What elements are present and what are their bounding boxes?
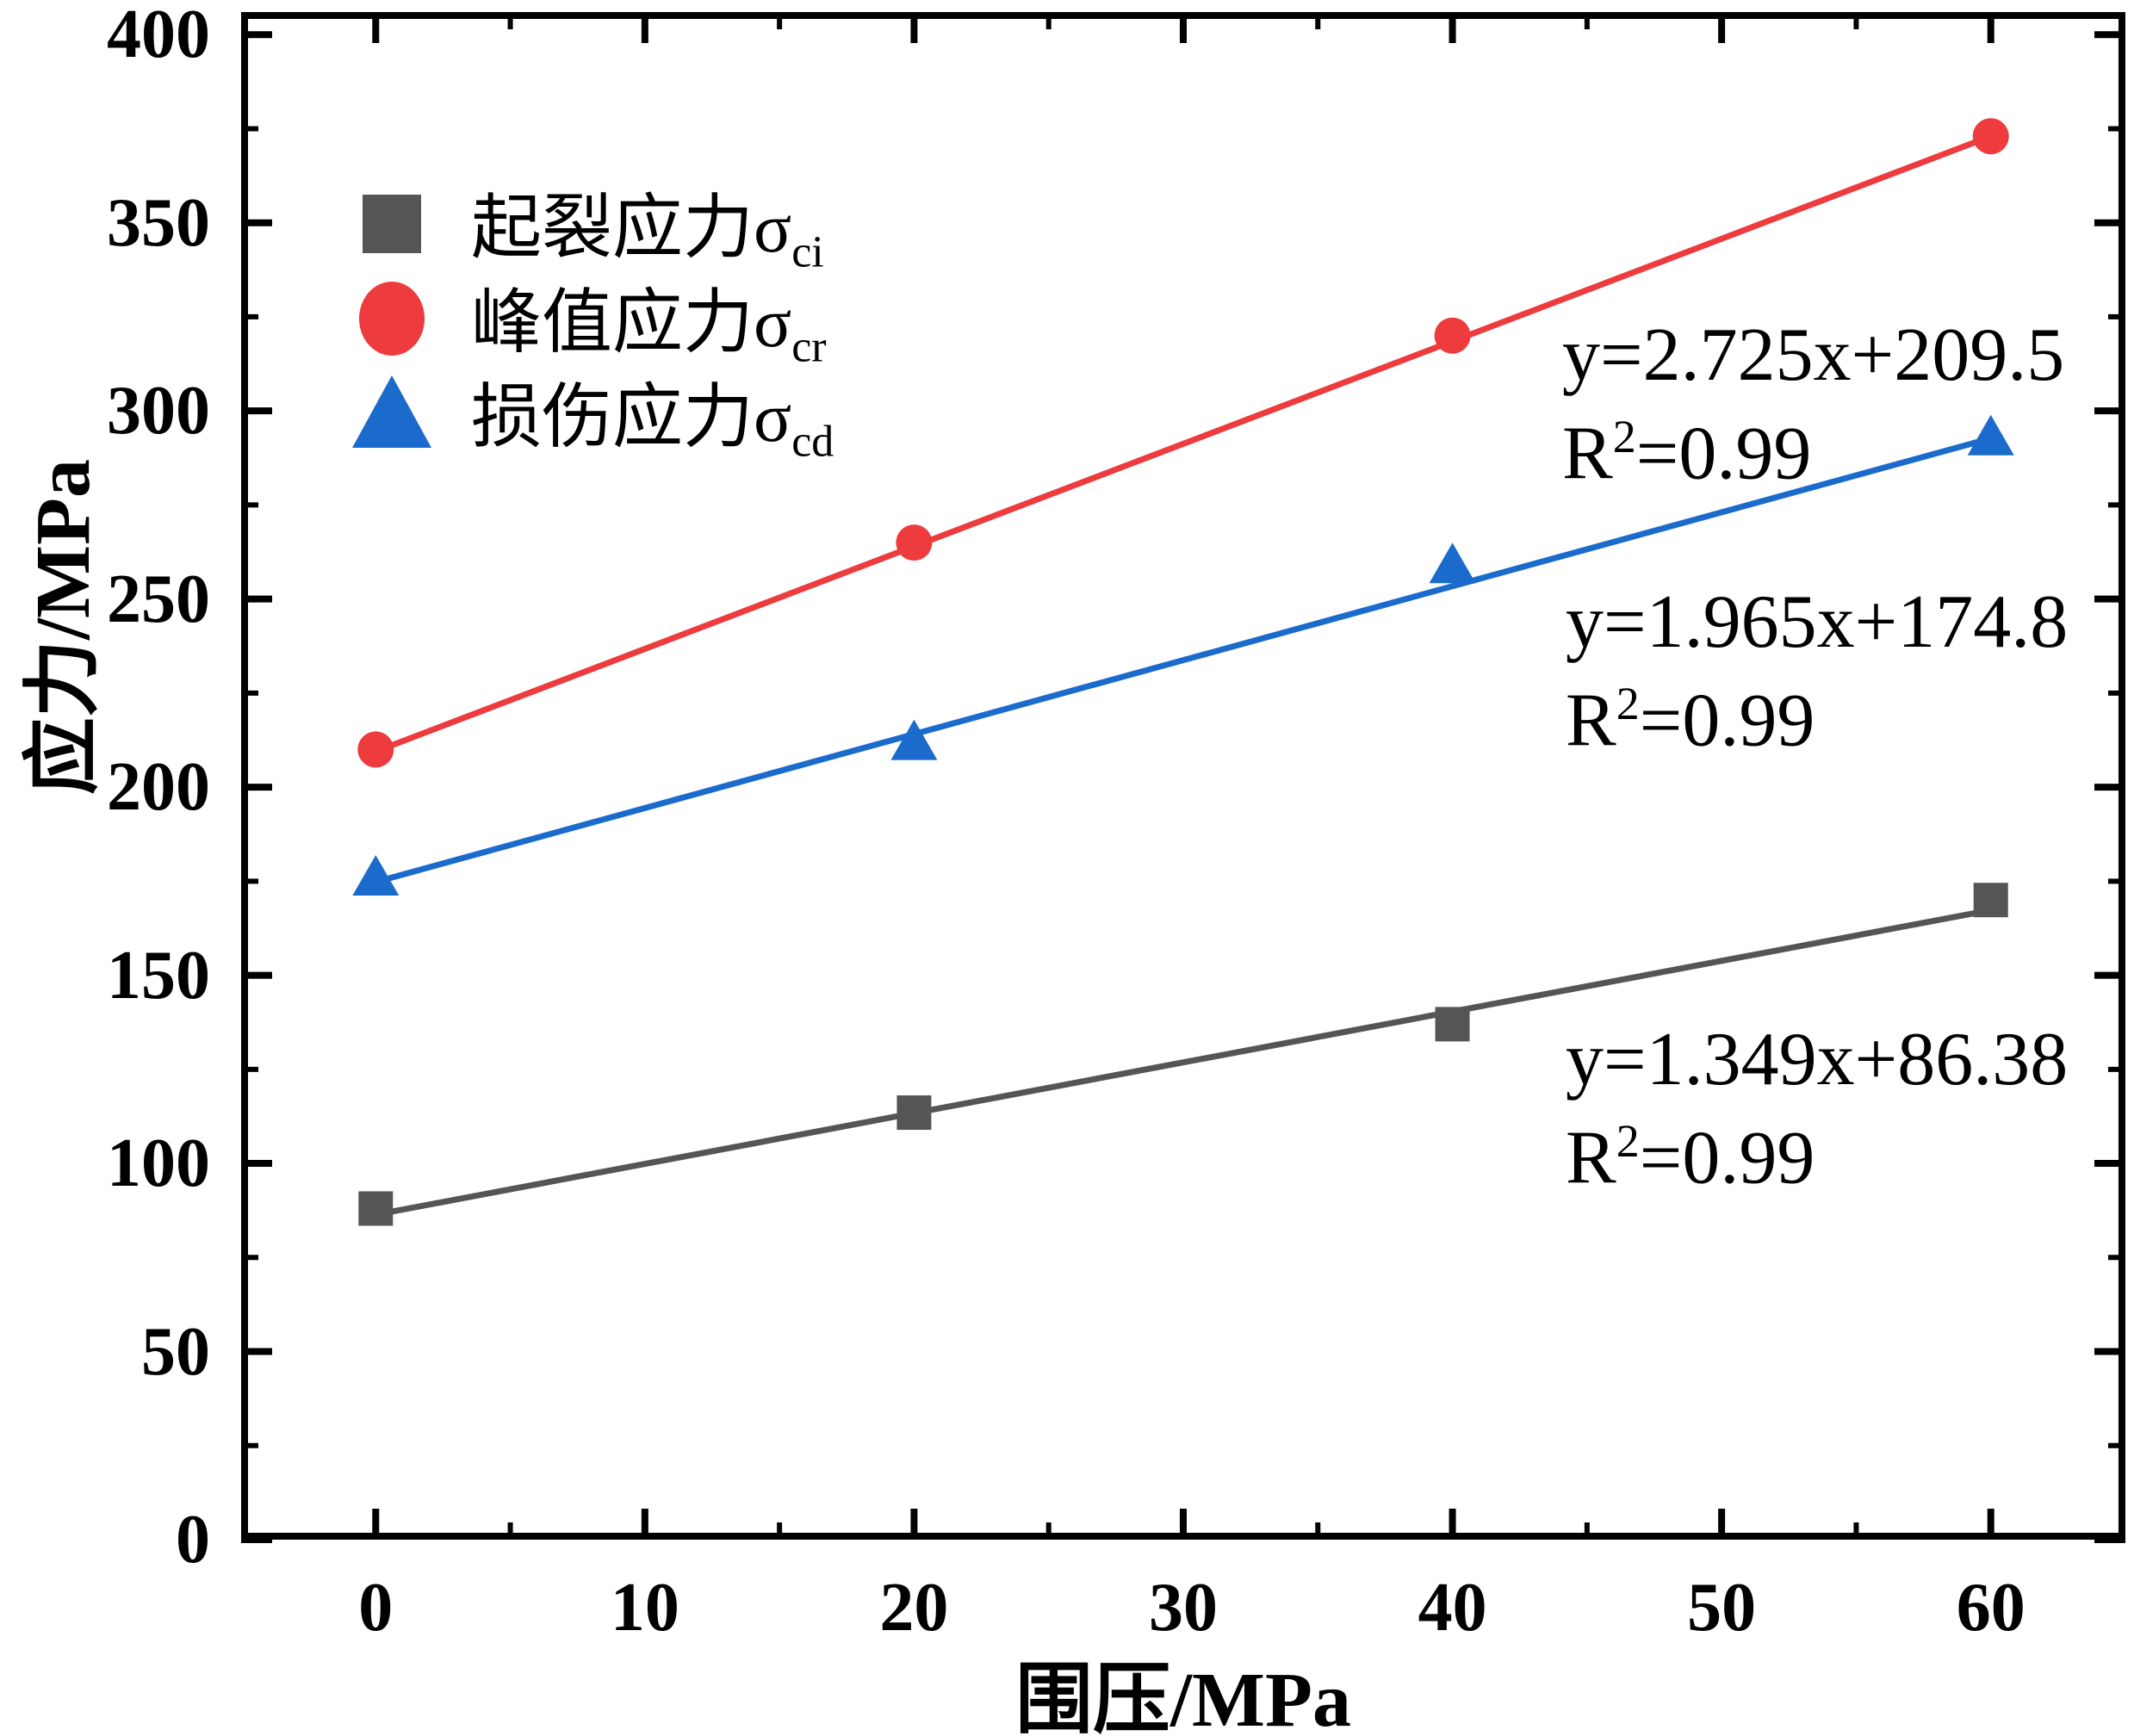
fit-r-squared-line: R2=0.99 xyxy=(1562,396,2064,494)
fit-equation-line: y=1.349x+86.38 xyxy=(1566,1018,2069,1101)
r-exponent: 2 xyxy=(1616,678,1640,729)
y-tick-label: 350 xyxy=(107,184,210,261)
triangle-marker-icon xyxy=(352,375,431,448)
r-squared-value: =0.99 xyxy=(1639,679,1815,763)
legend-item-peak-stress: 峰值应力σcr xyxy=(349,264,827,372)
y-tick-label: 300 xyxy=(107,373,210,450)
fit-line-square xyxy=(375,907,1992,1218)
fit-equation-initiation-stress: y=1.349x+86.38 R2=0.99 xyxy=(1566,1020,2068,1199)
data-point-circle xyxy=(357,731,394,768)
r-symbol: R xyxy=(1566,679,1616,763)
y-tick-label: 100 xyxy=(107,1125,210,1202)
x-tick-label: 40 xyxy=(1417,1570,1487,1646)
legend-label-subscript: ci xyxy=(791,227,824,277)
legend-label-text: 起裂应力σ xyxy=(471,189,792,267)
data-point-circle xyxy=(896,524,933,561)
y-tick-label: 200 xyxy=(107,749,210,826)
y-tick-label: 0 xyxy=(176,1502,210,1578)
triangle-glyph xyxy=(352,375,431,448)
fit-equation-damage-stress: y=1.965x+174.8 R2=0.99 xyxy=(1566,582,2068,761)
legend-label: 起裂应力σci xyxy=(471,170,824,277)
r-squared-value: =0.99 xyxy=(1635,412,1812,496)
circle-glyph xyxy=(359,281,425,356)
square-glyph xyxy=(363,194,421,253)
x-tick-label: 30 xyxy=(1149,1570,1218,1646)
legend-label-text: 损伤应力σ xyxy=(471,378,792,456)
fit-equation-line: y=2.725x+209.5 xyxy=(1562,313,2065,397)
data-point-square xyxy=(1973,883,2008,918)
r-exponent: 2 xyxy=(1616,1115,1640,1167)
y-tick-label: 250 xyxy=(107,561,210,637)
x-tick-label: 20 xyxy=(879,1570,949,1646)
legend-label: 损伤应力σcd xyxy=(471,359,834,467)
data-point-square xyxy=(358,1191,394,1226)
circle-marker-icon xyxy=(359,281,425,356)
r-symbol: R xyxy=(1566,1116,1616,1200)
fit-equation-line: y=1.965x+174.8 xyxy=(1566,580,2069,664)
y-tick-label: 50 xyxy=(141,1313,210,1390)
fit-line-circle xyxy=(375,133,1992,754)
legend-label-text: 峰值应力σ xyxy=(471,283,792,362)
x-tick-label: 60 xyxy=(1956,1570,2025,1646)
legend-label-subscript: cr xyxy=(791,322,827,372)
x-tick-label: 10 xyxy=(610,1570,679,1646)
data-point-circle xyxy=(1972,118,2009,155)
data-point-square xyxy=(1435,1007,1470,1042)
fit-r-squared-line: R2=0.99 xyxy=(1566,663,2068,761)
legend-label: 峰值应力σcr xyxy=(471,264,827,372)
r-exponent: 2 xyxy=(1612,411,1636,462)
data-point-triangle xyxy=(1967,414,2014,456)
x-tick-label: 0 xyxy=(358,1570,394,1646)
data-point-triangle xyxy=(352,854,400,896)
data-point-square xyxy=(896,1095,932,1131)
data-point-triangle xyxy=(1429,542,1476,584)
fit-line-triangle xyxy=(375,435,1992,885)
y-tick-label: 400 xyxy=(107,0,210,73)
data-point-circle xyxy=(1434,317,1471,354)
y-tick-label: 150 xyxy=(107,937,210,1014)
legend-item-damage-stress: 损伤应力σcd xyxy=(349,359,834,467)
x-tick-label: 50 xyxy=(1687,1570,1757,1646)
square-marker-icon xyxy=(363,194,421,253)
legend-item-initiation-stress: 起裂应力σci xyxy=(349,170,824,277)
fit-r-squared-line: R2=0.99 xyxy=(1566,1100,2068,1199)
legend-label-subscript: cd xyxy=(791,417,834,467)
data-point-triangle xyxy=(890,719,938,760)
r-squared-value: =0.99 xyxy=(1639,1116,1815,1200)
fit-equation-peak-stress: y=2.725x+209.5 R2=0.99 xyxy=(1562,315,2064,494)
x-axis-title: 围压/MPa xyxy=(1015,1658,1351,1736)
r-symbol: R xyxy=(1562,412,1613,496)
plot-svg xyxy=(241,12,2125,1543)
